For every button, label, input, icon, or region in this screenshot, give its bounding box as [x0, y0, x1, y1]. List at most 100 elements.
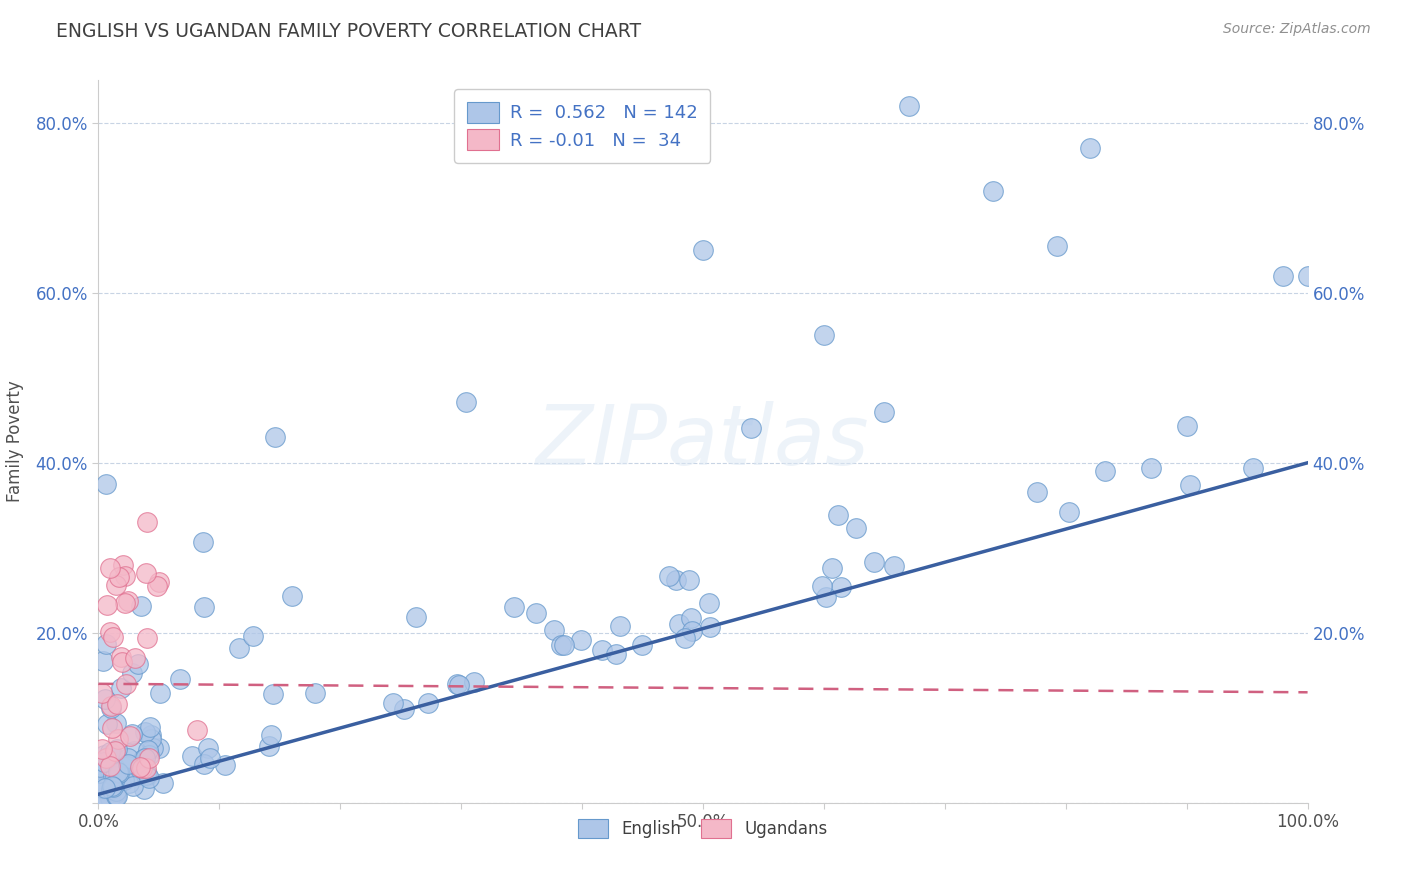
Point	[264, 429, 287, 443]
Point	[1078, 141, 1101, 155]
Point	[821, 560, 844, 574]
Point	[91, 654, 114, 668]
Point	[152, 776, 174, 790]
Point	[181, 748, 204, 763]
Point	[138, 748, 160, 763]
Point	[1272, 268, 1295, 283]
Point	[138, 751, 160, 765]
Point	[665, 574, 688, 588]
Point	[658, 568, 681, 582]
Point	[96, 717, 118, 731]
Point	[117, 594, 139, 608]
Point	[93, 755, 115, 769]
Point	[1175, 418, 1198, 433]
Point	[91, 686, 114, 700]
Point	[405, 609, 427, 624]
Point	[830, 580, 852, 594]
Point	[193, 757, 215, 772]
Point	[101, 630, 124, 644]
Point	[193, 599, 215, 614]
Point	[94, 692, 117, 706]
Point	[114, 596, 136, 610]
Point	[87, 793, 110, 807]
Point	[873, 405, 896, 419]
Point	[104, 578, 127, 592]
Point	[543, 623, 565, 637]
Point	[104, 769, 127, 783]
Point	[107, 732, 129, 747]
Point	[124, 651, 146, 665]
Point	[103, 768, 125, 782]
Point	[191, 535, 214, 549]
Point	[810, 579, 832, 593]
Point	[197, 740, 219, 755]
Point	[502, 600, 524, 615]
Text: ZIPatlas: ZIPatlas	[536, 401, 870, 482]
Point	[129, 760, 152, 774]
Point	[100, 747, 122, 762]
Point	[135, 761, 157, 775]
Point	[200, 751, 222, 765]
Point	[101, 721, 124, 735]
Point	[447, 678, 470, 692]
Point	[132, 752, 155, 766]
Point	[135, 516, 157, 530]
Point	[122, 743, 145, 757]
Point	[105, 789, 128, 804]
Point	[463, 674, 485, 689]
Point	[111, 558, 134, 572]
Point	[136, 767, 159, 781]
Point	[127, 766, 149, 780]
Point	[446, 677, 468, 691]
Point	[132, 763, 155, 777]
Point	[97, 760, 120, 774]
Point	[98, 745, 121, 759]
Point	[136, 769, 159, 783]
Point	[105, 771, 128, 785]
Point	[262, 687, 284, 701]
Point	[139, 731, 162, 746]
Point	[118, 729, 141, 743]
Point	[631, 638, 654, 652]
Point	[1178, 478, 1201, 492]
Point	[697, 596, 720, 610]
Point	[89, 760, 111, 774]
Point	[381, 696, 404, 710]
Point	[118, 776, 141, 790]
Point	[454, 394, 477, 409]
Point	[105, 716, 128, 731]
Point	[845, 521, 868, 535]
Point	[104, 784, 127, 798]
Point	[96, 599, 118, 613]
Point	[117, 756, 139, 771]
Point	[605, 647, 627, 661]
Point	[98, 791, 121, 805]
Point	[678, 574, 700, 588]
Point	[392, 701, 415, 715]
Point	[127, 768, 149, 782]
Point	[108, 570, 131, 584]
Point	[103, 780, 125, 795]
Point	[699, 620, 721, 634]
Point	[94, 780, 117, 794]
Point	[260, 728, 283, 742]
Point	[114, 569, 136, 583]
Text: Source: ZipAtlas.com: Source: ZipAtlas.com	[1223, 22, 1371, 37]
Point	[668, 617, 690, 632]
Point	[1241, 461, 1264, 475]
Point	[132, 781, 155, 796]
Point	[134, 725, 156, 739]
Point	[1094, 464, 1116, 478]
Point	[117, 759, 139, 773]
Point	[129, 760, 152, 774]
Point	[228, 641, 250, 656]
Point	[104, 743, 127, 757]
Point	[105, 742, 128, 756]
Point	[138, 771, 160, 785]
Point	[122, 779, 145, 793]
Point	[121, 727, 143, 741]
Point	[96, 751, 118, 765]
Point	[96, 777, 118, 791]
Point	[524, 606, 547, 620]
Point	[117, 750, 139, 764]
